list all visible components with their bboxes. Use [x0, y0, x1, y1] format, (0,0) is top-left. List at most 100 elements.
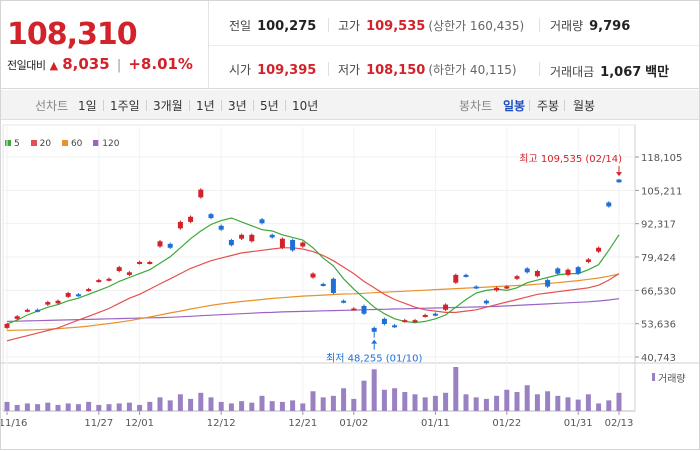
divider [221, 100, 222, 111]
volume-bar [341, 388, 347, 411]
volume-bar [167, 400, 173, 411]
candle-body [188, 216, 194, 222]
stat-unit: 백만 [645, 65, 670, 80]
volume-bar [330, 395, 336, 411]
volume-bar [534, 394, 540, 411]
divider [103, 100, 104, 111]
candle-body [463, 274, 469, 277]
legend-label: 60 [70, 139, 83, 149]
volume-legend-label: 거래량 [658, 373, 686, 385]
divider [539, 62, 540, 76]
candle-body [14, 316, 20, 319]
x-tick-label: 11/16 [1, 418, 27, 429]
volume-bar [249, 402, 255, 411]
candle-body [443, 304, 449, 310]
volume-bar [575, 399, 581, 411]
period-3m[interactable]: 3개월 [153, 99, 183, 113]
volume-bar [126, 402, 132, 411]
stat-label: 시가 [229, 63, 252, 77]
x-tick-label: 01/31 [564, 418, 593, 429]
low-arrow-head [371, 339, 378, 344]
candle-body [96, 280, 102, 283]
volume-bar [106, 404, 112, 411]
candle-body [300, 242, 306, 247]
volume-bar [239, 401, 245, 411]
volume-bar [259, 395, 265, 411]
volume-bar [494, 395, 500, 411]
y-tick-label: 40,743 [641, 353, 676, 364]
legend-ma60: 60 [61, 139, 83, 149]
volume-bar [565, 397, 571, 411]
y-tick-label: 118,105 [641, 153, 682, 164]
candle-body [320, 283, 326, 286]
period-1w[interactable]: 1주일 [110, 99, 140, 113]
x-tick-label: 12/12 [207, 418, 236, 429]
volume-bar [422, 397, 428, 411]
stat-low: 저가 108,150 (하한가 40,115) [338, 61, 517, 78]
volume-bar [116, 403, 122, 411]
candle-body [330, 278, 336, 293]
volume-bar [14, 404, 20, 411]
volume-bar [228, 403, 234, 411]
legend-label: 5 [14, 139, 20, 149]
period-10y[interactable]: 10년 [292, 99, 319, 113]
stat-label: 전일 [229, 19, 252, 33]
candle-body [65, 292, 71, 297]
candle-body [575, 267, 581, 274]
candle-body [616, 179, 622, 183]
stat-label: 고가 [338, 19, 361, 33]
candle-body [565, 269, 571, 275]
x-tick-label: 12/21 [288, 418, 317, 429]
legend-swatch [5, 140, 11, 146]
candle-body [218, 225, 224, 230]
x-tick-label: 11/27 [84, 418, 113, 429]
volume-bar [24, 403, 30, 411]
candle-body [279, 238, 285, 248]
volume-bar [361, 380, 367, 411]
legend-ma20: 20 [30, 139, 51, 149]
stat-value: 100,275 [257, 19, 317, 34]
volume-bar [75, 404, 81, 411]
legend-label: 120 [102, 139, 120, 149]
candle-body [585, 259, 591, 262]
volume-bar [473, 397, 479, 411]
volume-bar [504, 389, 510, 411]
divider [328, 18, 329, 32]
high-annotation: 최고 109,535 (02/14) [519, 153, 622, 165]
x-tick-label: 01/02 [339, 418, 368, 429]
up-triangle-icon: ▲ [49, 59, 59, 72]
period-5y[interactable]: 5년 [260, 99, 279, 113]
candle-body [402, 320, 408, 323]
period-1y[interactable]: 1년 [196, 99, 215, 113]
candle-body [453, 274, 459, 283]
divider [529, 100, 530, 111]
candle-body [24, 309, 30, 312]
volume-bar [137, 404, 143, 411]
stat-value: 109,395 [257, 63, 317, 78]
period-3y[interactable]: 3년 [228, 99, 247, 113]
stat-volume: 거래량 9,796 [550, 17, 630, 34]
volume-bar [606, 400, 612, 411]
candle-body [361, 305, 367, 314]
candle-body [473, 286, 479, 289]
candle-body [494, 287, 500, 291]
stat-value: 9,796 [589, 19, 631, 34]
divider [285, 100, 286, 111]
candle-body [371, 327, 377, 332]
volume-bar [147, 401, 153, 411]
candle-weekly[interactable]: 주봉 [537, 99, 560, 113]
candle-body [351, 308, 357, 311]
volume-bar [45, 402, 51, 411]
period-1d[interactable]: 1일 [78, 99, 97, 113]
candle-monthly[interactable]: 월봉 [573, 99, 596, 113]
stat-sub: (하한가 40,115) [428, 63, 517, 77]
y-tick-label: 92,317 [641, 220, 676, 231]
candle-body [239, 234, 245, 239]
candle-daily[interactable]: 일봉 [503, 99, 526, 113]
stat-trade-value: 거래대금 1,067 백만 [550, 61, 669, 80]
volume-bar [55, 404, 61, 411]
stat-value: 109,535 [366, 19, 426, 34]
candle-body [126, 272, 132, 275]
volume-bar [157, 397, 163, 411]
